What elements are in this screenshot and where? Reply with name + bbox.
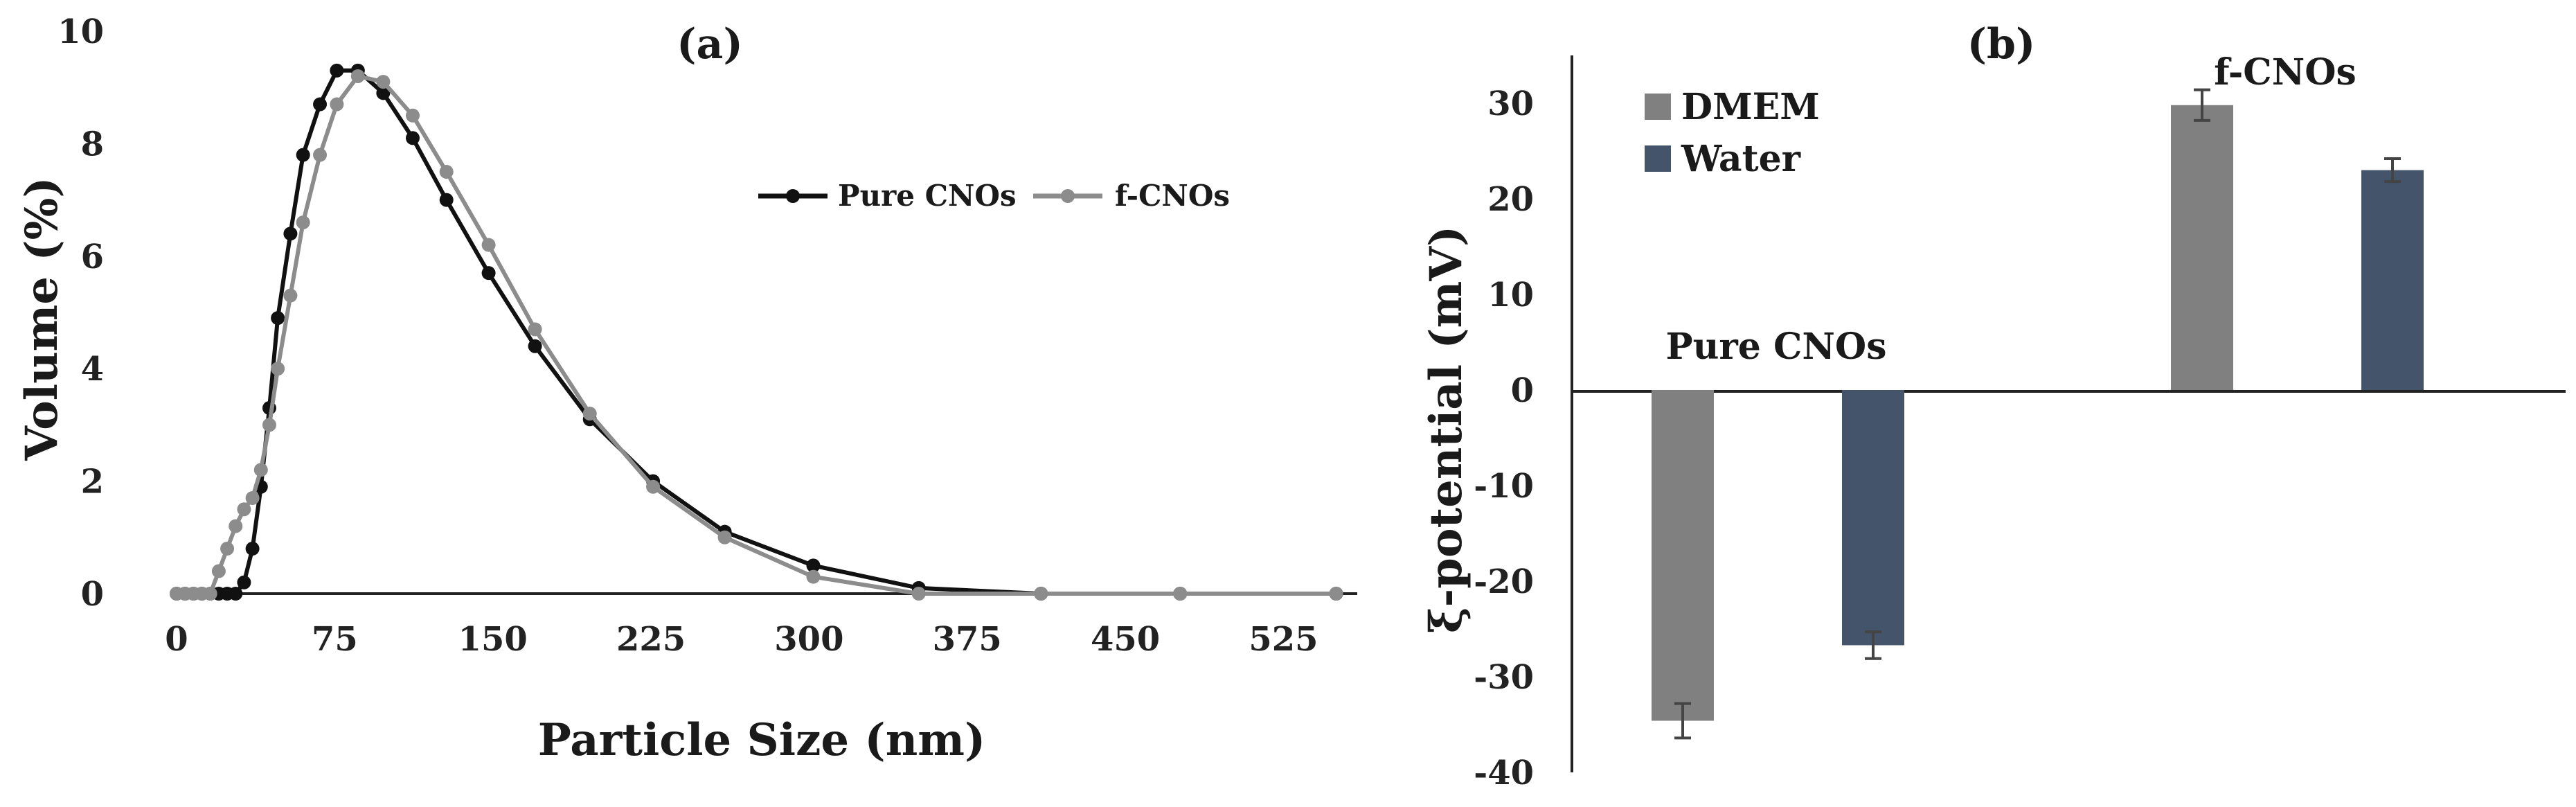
panel-a-y-tick-label: 6 [81, 238, 104, 276]
panel-a-x-tick-labels: 0 75 150 225 300 375 450 525 [165, 620, 1318, 659]
data-point-f-cnos [911, 587, 926, 601]
legend-label-f-cnos: f-CNOs [1115, 179, 1230, 213]
data-point-f-cnos [262, 418, 276, 432]
data-point-pure-cnos [528, 339, 542, 353]
panel-b-bars [1652, 88, 2424, 740]
legend-label-water: Water [1681, 138, 1801, 180]
panel-a-y-tick-label: 10 [57, 12, 104, 51]
data-point-f-cnos [806, 569, 821, 584]
data-point-f-cnos [229, 519, 243, 533]
legend-label-dmem: DMEM [1681, 86, 1820, 128]
data-point-pure-cnos [296, 148, 310, 162]
data-point-pure-cnos [237, 575, 251, 589]
data-point-f-cnos [313, 148, 328, 162]
panel-a-y-tick-label: 0 [81, 575, 104, 614]
panel-a-line-chart: (a) 0 2 4 6 8 10 0 75 150 225 300 375 450 525 Partic… [16, 12, 1357, 766]
panel-a-legend: Pure CNOs f-CNOs [758, 179, 1230, 213]
data-point-f-cnos [406, 108, 420, 123]
category-label-f-cnos: f-CNOs [2214, 51, 2356, 94]
series-line-pure-cnos [177, 68, 1336, 596]
data-point-f-cnos [376, 75, 391, 89]
data-point-f-cnos [350, 69, 365, 83]
data-point-pure-cnos [283, 227, 298, 241]
panel-b-y-tick-label: -30 [1474, 658, 1534, 697]
data-point-f-cnos [237, 502, 251, 517]
panel-a-x-tick-label: 0 [165, 620, 188, 659]
panel-a-x-tick-label: 150 [458, 620, 528, 659]
panel-a-y-tick-labels: 0 2 4 6 8 10 [57, 12, 104, 614]
data-point-pure-cnos [439, 193, 454, 207]
data-point-f-cnos [528, 322, 542, 337]
data-point-pure-cnos [313, 97, 328, 112]
panel-b-y-tick-label: -40 [1474, 754, 1534, 792]
data-point-f-cnos [203, 587, 217, 601]
panel-a-x-tick-label: 375 [933, 620, 1002, 659]
legend-swatch-water [1645, 145, 1671, 172]
series-line-f-cnos [177, 74, 1336, 596]
panel-b-y-tick-label: 10 [1487, 276, 1534, 314]
data-point-f-cnos [1034, 587, 1048, 601]
data-point-f-cnos [439, 165, 454, 179]
data-point-f-cnos [646, 479, 661, 494]
data-point-f-cnos [296, 215, 310, 230]
bar-dmem-0 [1652, 390, 1714, 721]
panel-a-x-tick-label: 225 [616, 620, 686, 659]
legend-label-pure-cnos: Pure CNOs [838, 179, 1017, 213]
panel-a-x-tick-label: 300 [774, 620, 843, 659]
panel-b-y-tick-label: 30 [1487, 85, 1534, 123]
category-label-pure-cnos: Pure CNOs [1666, 326, 1887, 368]
panel-a-y-tick-label: 8 [81, 125, 104, 163]
panel-b-bar-chart: (b) -40 -30 -20 -10 0 10 20 30 ξ-potential (mV)… [1420, 20, 2566, 792]
panel-a-series-group [170, 63, 1343, 601]
panel-b-y-tick-label: -10 [1474, 467, 1534, 506]
legend-marker-pure-cnos [786, 189, 800, 203]
data-point-f-cnos [1173, 587, 1188, 601]
panel-b-y-tick-labels: -40 -30 -20 -10 0 10 20 30 [1474, 85, 1534, 792]
data-point-f-cnos [283, 288, 298, 303]
panel-a-x-tick-label: 75 [312, 620, 358, 659]
panel-b-y-axis-title: ξ-potential (mV) [1420, 226, 1472, 634]
data-point-f-cnos [271, 362, 285, 376]
panel-b-y-tick-label: 20 [1487, 180, 1534, 219]
bar-water-0 [1842, 390, 1904, 646]
bar-water-1 [2361, 170, 2424, 390]
bar-dmem-1 [2171, 105, 2233, 390]
data-point-pure-cnos [806, 558, 821, 573]
panel-a-x-tick-label: 525 [1249, 620, 1318, 659]
legend-swatch-dmem [1645, 94, 1671, 120]
legend-marker-f-cnos [1061, 189, 1075, 203]
data-point-pure-cnos [229, 587, 243, 601]
data-point-f-cnos [481, 238, 496, 252]
data-point-f-cnos [211, 564, 226, 578]
panel-a-label: (a) [677, 20, 743, 69]
panel-a-y-tick-label: 2 [81, 463, 104, 502]
data-point-pure-cnos [481, 266, 496, 281]
panel-a-x-axis-title: Particle Size (nm) [538, 714, 985, 766]
data-point-f-cnos [1329, 587, 1343, 601]
data-point-f-cnos [717, 530, 732, 544]
panel-a-y-tick-label: 4 [81, 350, 104, 389]
panel-a-x-tick-label: 450 [1091, 620, 1160, 659]
data-point-f-cnos [253, 463, 268, 477]
panel-b-label: (b) [1967, 20, 2036, 69]
data-point-pure-cnos [406, 131, 420, 145]
data-point-pure-cnos [271, 311, 285, 326]
panel-b-legend: DMEM Water [1645, 86, 1820, 180]
panel-b-y-tick-label: -20 [1474, 562, 1534, 601]
data-point-f-cnos [330, 97, 344, 112]
panel-a-y-axis-title: Volume (%) [16, 177, 68, 461]
data-point-pure-cnos [376, 86, 391, 100]
data-point-pure-cnos [330, 63, 344, 78]
panel-b-y-tick-label: 0 [1511, 371, 1534, 410]
data-point-f-cnos [245, 490, 260, 505]
data-point-f-cnos [582, 407, 597, 421]
data-point-pure-cnos [245, 542, 260, 556]
data-point-f-cnos [220, 542, 235, 556]
